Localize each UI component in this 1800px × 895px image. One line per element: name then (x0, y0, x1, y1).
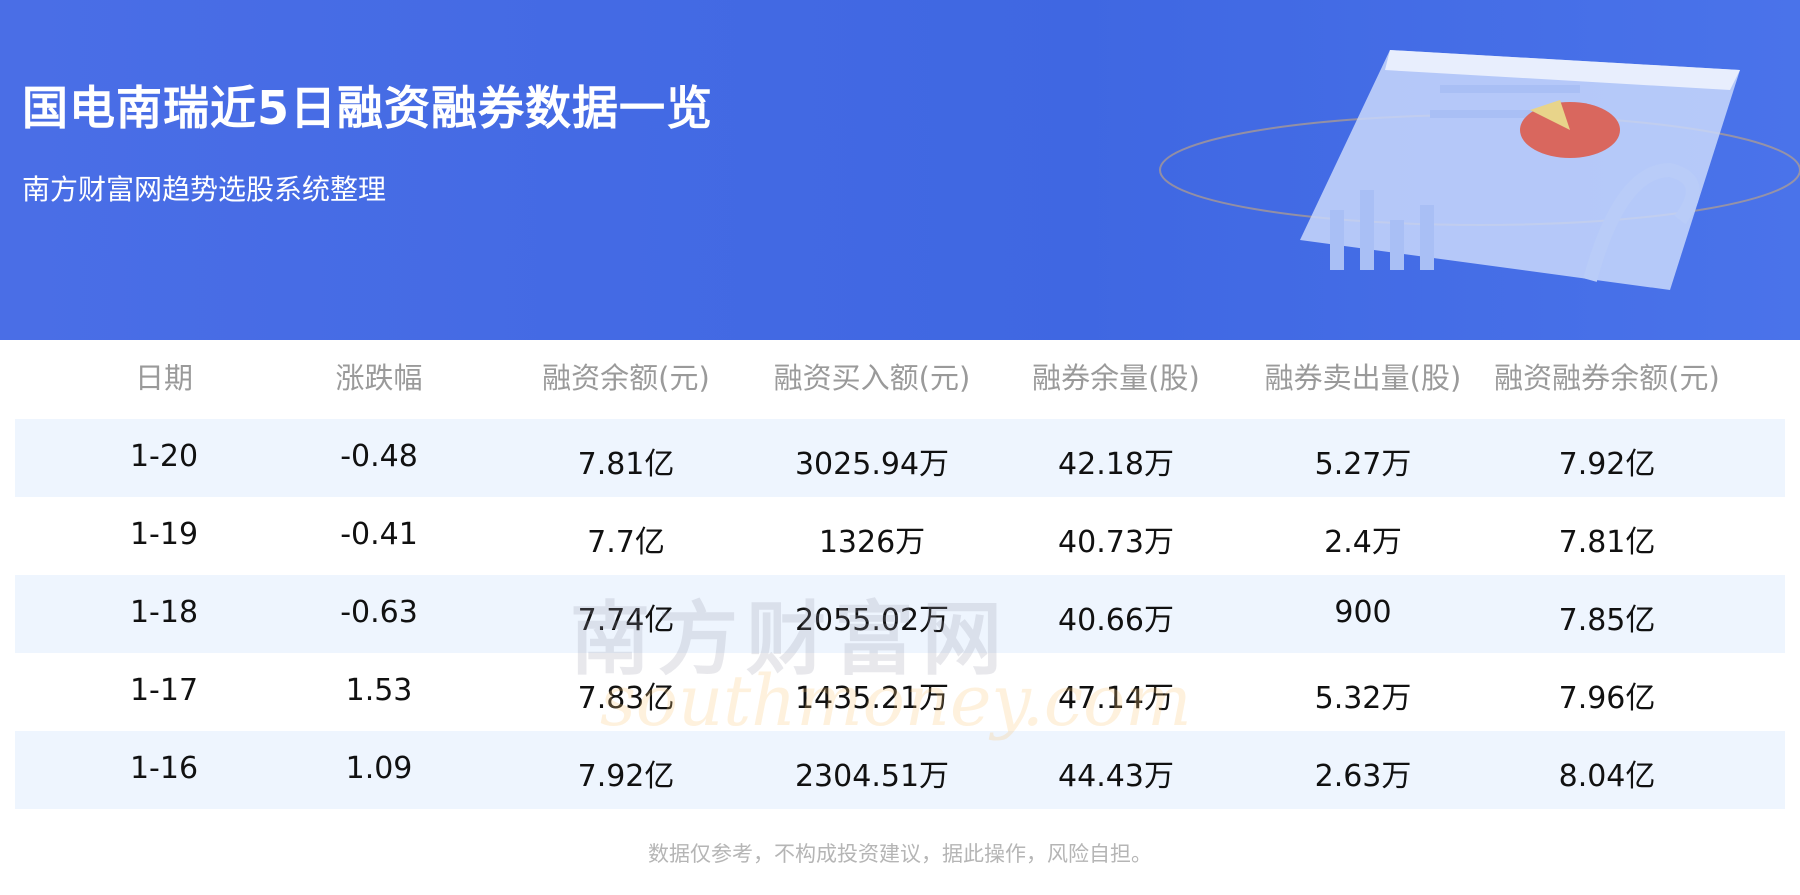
cell-margin-buy: 2055.02万 (794, 603, 950, 638)
cell-change: 1.09 (345, 751, 413, 786)
cell-margin-balance: 7.83亿 (577, 681, 675, 716)
cell-change: -0.63 (340, 595, 418, 630)
cell-date: 1-17 (129, 673, 199, 708)
table-row: 1-19 -0.41 7.7亿 1326万 40.73万 2.4万 7.81亿 (15, 497, 1785, 575)
table-row: 1-18 -0.63 7.74亿 2055.02万 40.66万 900 7.85亿 (15, 575, 1785, 653)
column-header-margin-balance: 融资余额(元) (542, 361, 710, 395)
header-banner: 国电南瑞近5日融资融券数据一览 南方财富网趋势选股系统整理 (0, 0, 1800, 340)
cell-short-sell: 2.63万 (1314, 759, 1412, 794)
table-row: 1-20 -0.48 7.81亿 3025.94万 42.18万 5.27万 7.92亿 (15, 419, 1785, 497)
column-header-date: 日期 (134, 361, 194, 395)
document-chart-illustration (1159, 50, 1800, 290)
cell-short-balance: 47.14万 (1058, 681, 1174, 716)
cell-total-balance: 7.85亿 (1558, 603, 1656, 638)
watermark-en: southmoney.com (600, 660, 1192, 742)
cell-margin-balance: 7.74亿 (577, 603, 675, 638)
page-subtitle: 南方财富网趋势选股系统整理 (22, 173, 387, 206)
cell-margin-balance: 7.92亿 (577, 759, 675, 794)
cell-date: 1-16 (129, 751, 199, 786)
cell-short-sell: 5.27万 (1314, 447, 1412, 482)
column-header-change: 涨跌幅 (335, 361, 423, 395)
cell-short-sell: 900 (1334, 595, 1392, 630)
cell-margin-buy: 1326万 (818, 525, 926, 560)
watermark-cn: 南方财富网 (570, 593, 1010, 686)
cell-total-balance: 7.96亿 (1558, 681, 1656, 716)
cell-margin-balance: 7.7亿 (587, 525, 665, 560)
cell-date: 1-19 (129, 517, 199, 552)
cell-margin-balance: 7.81亿 (577, 447, 675, 482)
table-header: 日期 涨跌幅 融资余额(元) 融资买入额(元) 融券余量(股) 融券卖出量(股)… (0, 355, 1800, 405)
cell-short-balance: 40.66万 (1058, 603, 1174, 638)
cell-date: 1-20 (129, 439, 199, 474)
cell-short-balance: 42.18万 (1058, 447, 1174, 482)
cell-change: 1.53 (345, 673, 413, 708)
table-row: 1-16 1.09 7.92亿 2304.51万 44.43万 2.63万 8.04亿 (15, 731, 1785, 809)
cell-total-balance: 7.81亿 (1558, 525, 1656, 560)
page-title: 国电南瑞近5日融资融券数据一览 (22, 81, 714, 135)
disclaimer: 数据仅参考，不构成投资建议，据此操作，风险自担。 (648, 842, 1152, 866)
cell-short-balance: 40.73万 (1058, 525, 1174, 560)
cell-short-balance: 44.43万 (1058, 759, 1174, 794)
column-header-margin-buy: 融资买入额(元) (773, 361, 971, 395)
table-row: 1-17 1.53 7.83亿 1435.21万 47.14万 5.32万 7.96亿 (15, 653, 1785, 731)
cell-margin-buy: 1435.21万 (794, 681, 950, 716)
cell-margin-buy: 2304.51万 (794, 759, 950, 794)
column-header-total-balance: 融资融券余额(元) (1494, 361, 1720, 395)
column-header-short-sell: 融券卖出量(股) (1264, 361, 1462, 395)
cell-short-sell: 5.32万 (1314, 681, 1412, 716)
cell-change: -0.48 (340, 439, 418, 474)
cell-total-balance: 8.04亿 (1558, 759, 1656, 794)
column-header-short-balance: 融券余量(股) (1032, 361, 1200, 395)
cell-date: 1-18 (129, 595, 199, 630)
cell-short-sell: 2.4万 (1324, 525, 1402, 560)
cell-change: -0.41 (340, 517, 418, 552)
cell-total-balance: 7.92亿 (1558, 447, 1656, 482)
cell-margin-buy: 3025.94万 (794, 447, 950, 482)
